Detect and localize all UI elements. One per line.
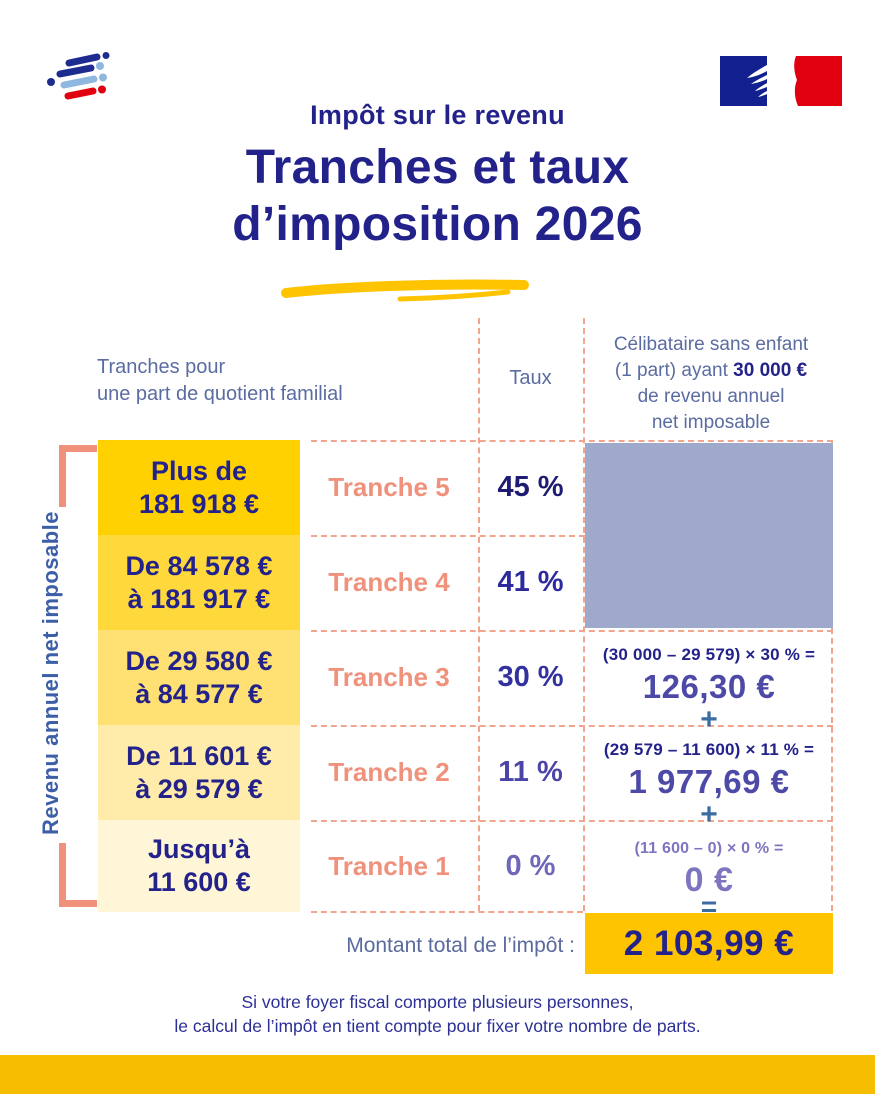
page-title-line1: Tranches et taux — [245, 141, 630, 194]
side-bracket-top-cap — [59, 445, 97, 452]
service-public-strokes-icon — [44, 50, 126, 111]
bracket-range-row: De 84 578 € à 181 917 € — [98, 535, 300, 630]
side-axis-label: Revenu annuel net imposable — [38, 511, 63, 836]
plus-operator: + — [700, 703, 718, 736]
calculation-result: 0 € — [684, 861, 734, 899]
empty-top-brackets-box — [585, 443, 833, 628]
total-tax-label: Montant total de l’impôt : — [346, 934, 575, 957]
dashed-separator-horizontal — [311, 535, 833, 537]
dashed-separator-horizontal — [311, 725, 833, 727]
calculation-result: 1 977,69 € — [628, 763, 790, 800]
side-bracket-bottom-cap — [59, 900, 97, 907]
brackets-header-line2: une part de quotient familial — [97, 383, 343, 405]
side-bracket-bottom-segment — [59, 843, 66, 907]
dashed-separator-horizontal — [311, 911, 583, 913]
brackets-header-line1: Tranches pour — [97, 356, 226, 378]
dashed-separator-vertical — [583, 318, 585, 911]
calculation-block: (30 000 – 29 579) × 30 % = 126,30 € — [585, 645, 833, 706]
tranche-label: Tranche 1 — [328, 850, 450, 881]
footer-note-line2: le calcul de l’impôt en tient compte pou… — [174, 1016, 701, 1036]
bracket-range-row: De 29 580 € à 84 577 € — [98, 630, 300, 725]
equals-operator: = — [700, 891, 718, 922]
calculation-result: 126,30 € — [642, 668, 776, 705]
page-title-line2: d’imposition 2026 — [232, 198, 643, 251]
brackets-column-header: Tranches pour une part de quotient famil… — [97, 354, 407, 408]
calculation-formula: (29 579 – 11 600) × 11 % = — [603, 740, 815, 759]
dashed-separator-horizontal — [311, 820, 833, 822]
side-bracket-top-segment — [59, 445, 66, 507]
calculation-block: (11 600 – 0) × 0 % = 0 € — [585, 840, 833, 900]
tax-rate-value: 11 % — [498, 756, 563, 788]
bracket-range-row: De 11 601 € à 29 579 € — [98, 725, 300, 820]
example-column-header: Célibataire sans enfant (1 part) ayant 3… — [613, 334, 809, 433]
bottom-yellow-band — [0, 1055, 875, 1094]
tranche-label: Tranche 5 — [328, 472, 450, 502]
tranche-label: Tranche 3 — [328, 662, 450, 692]
dashed-separator-vertical — [831, 440, 833, 911]
tranche-label: Tranche 4 — [328, 567, 450, 597]
tax-rate-value: 30 % — [497, 661, 564, 693]
calculation-formula: (30 000 – 29 579) × 30 % = — [602, 645, 816, 664]
bracket-range-row: Jusqu’à 11 600 € — [98, 820, 300, 912]
tax-rate-value: 0 % — [505, 849, 556, 882]
plus-operator: + — [700, 798, 718, 831]
calculation-formula: (11 600 – 0) × 0 % = — [634, 840, 784, 857]
bracket-range-row: Plus de 181 918 € — [98, 440, 300, 535]
tranche-label: Tranche 2 — [328, 757, 450, 787]
footer-note-line1: Si votre foyer fiscal comporte plusieurs… — [241, 992, 634, 1012]
french-republic-marianne-icon — [720, 56, 842, 111]
rate-column-header: Taux — [509, 367, 552, 389]
dashed-separator-horizontal — [311, 440, 833, 442]
example-income-value: 30 000 € — [733, 360, 808, 381]
dashed-separator-horizontal — [311, 630, 833, 632]
dashed-separator-vertical — [478, 318, 480, 911]
tax-rate-value: 45 % — [497, 471, 564, 503]
tax-rate-value: 41 % — [497, 566, 564, 598]
page-suptitle: Impôt sur le revenu — [310, 100, 565, 130]
total-tax-amount: 2 103,99 € — [585, 913, 833, 974]
title-underline-swoosh-icon — [280, 278, 536, 309]
calculation-block: (29 579 – 11 600) × 11 % = 1 977,69 € — [585, 740, 833, 801]
